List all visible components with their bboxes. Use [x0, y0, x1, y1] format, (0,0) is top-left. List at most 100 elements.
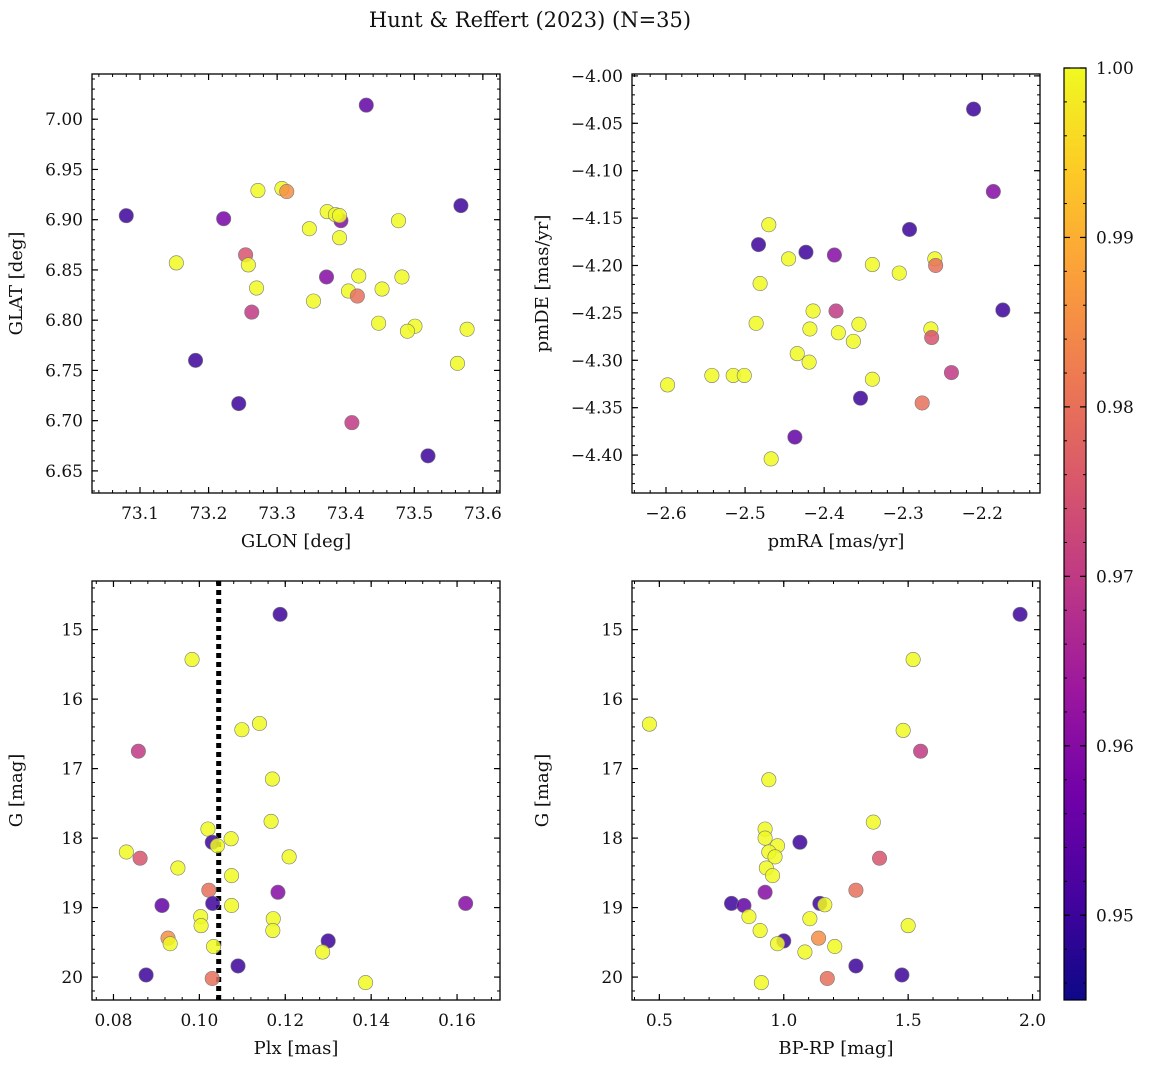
data-point: [765, 868, 781, 884]
data-point: [205, 895, 221, 911]
data-point: [895, 722, 911, 738]
plot-area: [118, 581, 474, 1000]
x-tick-label: 1.5: [895, 1011, 922, 1031]
x-tick-label: 0.16: [438, 1011, 476, 1031]
plot-area: [118, 97, 475, 464]
y-tick-label: −4.00: [571, 67, 623, 87]
data-point: [394, 269, 410, 285]
data-point: [914, 395, 930, 411]
data-point: [204, 970, 220, 986]
y-tick-label: 17: [601, 760, 623, 780]
axes-frame: [91, 73, 501, 494]
data-point: [315, 944, 331, 960]
data-point: [118, 844, 134, 860]
data-point: [332, 208, 348, 224]
data-point: [223, 831, 239, 847]
data-point: [250, 183, 266, 199]
data-point: [1012, 606, 1028, 622]
data-point: [420, 448, 436, 464]
data-point: [660, 377, 676, 393]
panel-bprp-g: 0.5 1.0 1.5 2.0 15 16 17 18 19 20 BP-RP [mag] G [ma…: [532, 580, 1046, 1059]
x-tick-label: 2.0: [1019, 1011, 1046, 1031]
colorbar-tick-label: 0.99: [1096, 228, 1134, 248]
data-point: [193, 918, 209, 934]
colorbar-tick-label: 0.98: [1096, 398, 1134, 418]
data-point: [845, 333, 861, 349]
colorbar-tick-label: 1.00: [1096, 59, 1134, 79]
data-point: [767, 849, 783, 865]
data-point: [830, 325, 846, 341]
data-point: [301, 221, 317, 237]
x-tick-label: 0.08: [95, 1011, 133, 1031]
data-point: [905, 652, 921, 668]
data-point: [851, 316, 867, 332]
data-point: [752, 275, 768, 291]
data-point: [900, 918, 916, 934]
data-point: [200, 821, 216, 837]
y-tick-label: 6.80: [45, 311, 83, 331]
data-point: [741, 909, 757, 925]
colorbar-gradient: [1063, 67, 1087, 1001]
data-point: [132, 850, 148, 866]
axes-frame: [631, 580, 1041, 1001]
x-tick-label: 0.10: [180, 1011, 218, 1031]
data-point: [902, 221, 918, 237]
data-point: [995, 302, 1011, 318]
y-axis-label: G [mag]: [6, 754, 27, 827]
data-point: [264, 771, 280, 787]
y-tick-label: −4.35: [571, 399, 623, 419]
data-point: [279, 184, 295, 200]
y-tick-label: 6.65: [45, 462, 83, 482]
data-point: [459, 321, 475, 337]
y-tick-label: 6.95: [45, 160, 83, 180]
figure-title: Hunt & Reffert (2023) (N=35): [369, 8, 691, 32]
data-point: [872, 850, 888, 866]
axes-frame: [631, 73, 1041, 494]
y-tick-label: 6.85: [45, 261, 83, 281]
y-tick-label: 17: [61, 760, 83, 780]
data-point: [805, 303, 821, 319]
data-point: [265, 923, 281, 939]
y-tick-label: 16: [61, 690, 83, 710]
data-point: [263, 813, 279, 829]
data-point: [458, 895, 474, 911]
data-point: [817, 897, 833, 913]
x-tick-label: −2.4: [803, 504, 844, 524]
data-point: [162, 936, 178, 952]
data-point: [763, 451, 779, 467]
data-point: [118, 208, 134, 224]
x-tick-label: −2.3: [883, 504, 924, 524]
x-tick-label: 73.5: [395, 504, 433, 524]
data-point: [913, 743, 929, 759]
y-tick-label: −4.25: [571, 304, 623, 324]
y-tick-label: −4.30: [571, 351, 623, 371]
data-point: [966, 101, 982, 117]
data-point: [819, 970, 835, 986]
data-point: [753, 975, 769, 991]
y-tick-label: −4.20: [571, 256, 623, 276]
data-point: [319, 269, 335, 285]
x-tick-label: 0.5: [646, 1011, 673, 1031]
data-point: [251, 715, 267, 731]
y-tick-label: 7.00: [45, 110, 83, 130]
data-point: [216, 211, 232, 227]
data-point: [826, 247, 842, 263]
y-tick-label: 18: [601, 829, 623, 849]
x-axis-label: GLON [deg]: [241, 531, 351, 552]
x-tick-label: −2.6: [645, 504, 686, 524]
data-point: [305, 293, 321, 309]
panel-glon-glat: 73.1 73.2 73.3 73.4 73.5 73.6 6.65 6.70 6.75 6.80…: [6, 73, 502, 552]
data-point: [781, 251, 797, 267]
data-point: [358, 97, 374, 113]
data-point: [449, 355, 465, 371]
data-point: [224, 897, 240, 913]
data-point: [770, 936, 786, 952]
y-tick-label: 6.75: [45, 361, 83, 381]
data-point: [787, 429, 803, 445]
plot-area: [660, 101, 1011, 467]
data-point: [374, 281, 390, 297]
data-point: [801, 354, 817, 370]
data-point: [736, 367, 752, 383]
colorbar-tick-label: 0.95: [1096, 906, 1134, 926]
